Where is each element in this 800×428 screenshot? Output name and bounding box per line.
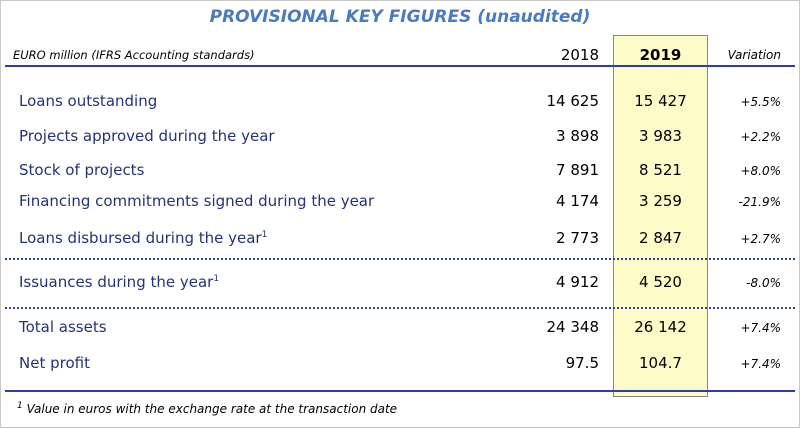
- row-label: Loans outstanding: [19, 92, 157, 110]
- variation: -8.0%: [746, 276, 781, 290]
- variation: -21.9%: [738, 195, 781, 209]
- value-2018: 7 891: [556, 161, 599, 179]
- variation: +5.5%: [740, 95, 781, 109]
- col-header: 2018: [560, 46, 599, 64]
- value-2018: 4 912: [556, 273, 599, 291]
- variation: +2.7%: [740, 232, 781, 246]
- variation: +7.4%: [740, 321, 781, 335]
- value-2019: 15 427: [634, 92, 687, 110]
- value-2019: 4 520: [639, 273, 682, 291]
- rule: [5, 390, 795, 392]
- row-label-text: Loans disbursed during the year: [19, 229, 262, 247]
- value-2019: 26 142: [634, 318, 687, 336]
- value-2018: 14 625: [546, 92, 600, 110]
- value-2018: 3 898: [556, 127, 599, 145]
- rule: [5, 65, 795, 67]
- row-label: Total assets: [19, 318, 107, 336]
- row-label: Loans disbursed during the year1: [19, 229, 267, 247]
- unit-label: EURO million (IFRS Accounting standards): [13, 48, 255, 62]
- footnote-marker: 1: [17, 401, 23, 411]
- title: PROVISIONAL KEY FIGURES (unaudited): [209, 7, 591, 27]
- value-2018: 4 174: [556, 192, 599, 210]
- value-2019: 104.7: [639, 354, 682, 372]
- value-2018: 2 773: [556, 229, 599, 247]
- row-label-text: Total assets: [19, 318, 107, 336]
- row-label: Net profit: [19, 354, 90, 372]
- row-label: Issuances during the year1: [19, 273, 219, 291]
- variation: +8.0%: [740, 164, 781, 178]
- value-2019: 8 521: [639, 161, 682, 179]
- row-label-text: Net profit: [19, 354, 90, 372]
- col-header: 2019: [639, 46, 682, 64]
- row-label-text: Loans outstanding: [19, 92, 158, 110]
- variation: +2.2%: [740, 130, 781, 144]
- value-2019: 3 259: [639, 192, 682, 210]
- col-header: Variation: [727, 48, 781, 62]
- row-label: Financing commitments signed during the …: [19, 192, 374, 210]
- row-label-text: Issuances during the year: [19, 273, 214, 291]
- rule: [5, 258, 795, 260]
- row-label-text: Projects approved during the year: [19, 127, 275, 145]
- variation: +7.4%: [740, 357, 781, 371]
- value-2018: 24 348: [546, 318, 600, 336]
- footnote-text: Value in euros with the exchange rate at…: [26, 402, 398, 416]
- footnote: 1 Value in euros with the exchange rate …: [17, 401, 397, 416]
- value-2018: 97.5: [565, 354, 599, 372]
- value-2019: 2 847: [639, 229, 682, 247]
- row-label: Projects approved during the year: [19, 127, 275, 145]
- highlight-column: [613, 35, 708, 397]
- row-label-text: Stock of projects: [19, 161, 145, 179]
- row-note: 1: [261, 230, 268, 240]
- value-2019: 3 983: [639, 127, 682, 145]
- rule: [5, 307, 795, 309]
- row-note: 1: [213, 274, 220, 284]
- row-label-text: Financing commitments signed during the …: [19, 192, 375, 210]
- row-label: Stock of projects: [19, 161, 144, 179]
